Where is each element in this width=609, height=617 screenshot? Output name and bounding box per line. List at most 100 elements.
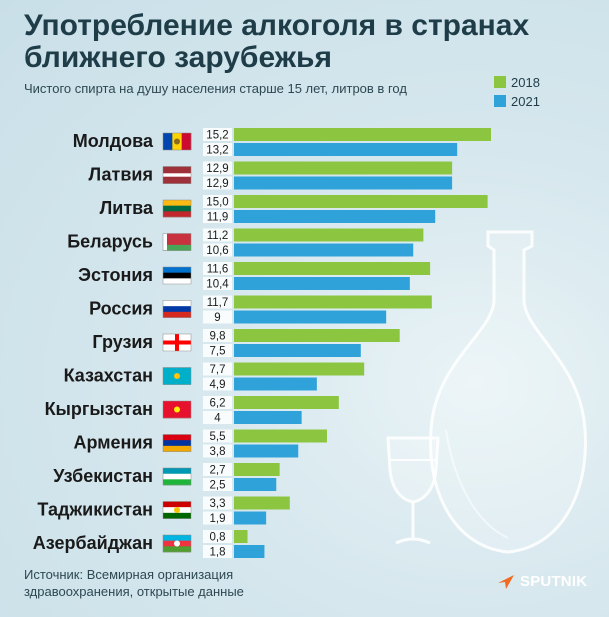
flag-stripe [163, 468, 191, 474]
value-label-2018: 12,9 [203, 161, 232, 175]
uzbekistan-flag-icon [162, 467, 192, 486]
value-label-text: 4 [214, 413, 221, 425]
value-label-text: 12,9 [206, 178, 228, 190]
flag-stripe [181, 133, 192, 150]
bar-2021 [234, 545, 265, 558]
category-label: Казахстан [64, 366, 153, 386]
armenia-flag-icon [162, 434, 192, 452]
flag-stripe [163, 445, 191, 452]
value-label-text: 11,9 [207, 212, 229, 224]
bar-2021 [234, 478, 277, 491]
value-label-2018: 7,7 [203, 362, 232, 376]
flag-stripe [163, 267, 191, 273]
value-label-bg [203, 329, 232, 342]
value-label-2018: 3,3 [203, 496, 232, 510]
flag-stripe [163, 306, 191, 313]
value-label-2021: 4 [203, 411, 232, 425]
flag-stripe [163, 166, 191, 171]
category-label: Литва [100, 198, 154, 218]
value-label-text: 3,8 [210, 446, 226, 458]
bar-2021 [234, 511, 267, 525]
value-label-bg [203, 511, 232, 525]
value-label-text: 15,0 [206, 197, 228, 209]
estonia-flag-icon [162, 266, 192, 285]
value-label-text: 2,5 [210, 480, 226, 492]
value-label-2018: 5,5 [203, 429, 232, 443]
value-label-2018: 15,0 [203, 195, 232, 209]
legend-item-2021: 2021 [494, 93, 540, 109]
flag-stripe [163, 440, 191, 447]
azerbaijan-flag-icon [162, 534, 192, 553]
bar-2018 [234, 262, 431, 275]
value-label-text: 10,6 [206, 245, 228, 257]
value-label-2021: 2,5 [203, 478, 232, 492]
value-label-bg [203, 128, 232, 141]
legend-swatch-2018 [494, 76, 506, 88]
flag-stripe [163, 473, 191, 480]
value-label-2021: 12,9 [203, 176, 232, 190]
value-label-bg [203, 545, 232, 558]
value-label-bg [203, 295, 232, 309]
value-label-text: 5,5 [210, 431, 226, 443]
flag-emblem [174, 406, 180, 413]
sputnik-logo: SPUTNIK [496, 571, 587, 591]
bar-2021 [234, 377, 317, 391]
tajikistan-flag-icon [162, 501, 192, 519]
legend-item-2018: 2018 [494, 74, 540, 90]
value-label-text: 3,3 [210, 498, 226, 510]
bar-2021 [234, 210, 436, 223]
flag-stripe [163, 512, 191, 519]
chart-title: Употребление алкоголя в странах ближнего… [24, 9, 530, 74]
flag-emblem [174, 507, 180, 513]
bar-2018 [234, 530, 248, 543]
flag-stripe [163, 169, 191, 174]
legend: 2018 2021 [494, 74, 540, 112]
bar-2018 [234, 463, 280, 476]
flag-stripe [163, 311, 191, 318]
flag-border [162, 300, 192, 318]
legend-swatch-2021 [494, 95, 506, 107]
flag-border [162, 266, 192, 285]
value-label-text: 15,2 [206, 130, 228, 142]
flag-stripe [163, 211, 191, 218]
value-label-bg [203, 530, 232, 543]
flag-stripe [163, 272, 191, 279]
flag-border [162, 400, 192, 419]
bar-2021 [234, 176, 453, 190]
flag-stripe [163, 180, 191, 184]
georgia-flag-icon [162, 333, 192, 352]
flag-border [162, 166, 192, 184]
value-label-2018: 11,6 [203, 262, 232, 276]
value-label-text: 9,8 [210, 331, 226, 343]
bar-2021 [234, 344, 361, 357]
value-label-text: 7,7 [210, 364, 226, 376]
bar-2018 [234, 128, 491, 141]
bar-2018 [234, 396, 339, 409]
sputnik-logo-text: SPUTNIK [520, 572, 588, 590]
value-label-2021: 1,8 [203, 545, 232, 559]
value-label-text: 6,2 [210, 398, 226, 410]
bar-2021 [234, 310, 387, 324]
russia-flag-icon [162, 300, 192, 318]
value-label-bg [203, 176, 232, 190]
category-label: Латвия [88, 165, 153, 185]
value-label-text: 12,9 [206, 163, 228, 175]
category-label: Узбекистан [53, 466, 153, 486]
value-label-2021: 13,2 [203, 143, 232, 157]
bar-2021 [234, 243, 414, 257]
bar-2018 [234, 228, 424, 242]
value-label-bg [203, 444, 232, 458]
value-label-bg [203, 496, 232, 510]
value-label-bg [203, 143, 232, 156]
flag-border [162, 333, 192, 352]
value-label-2018: 0,8 [203, 530, 232, 544]
flag-stripe [163, 434, 191, 441]
flag-border [162, 199, 192, 218]
value-label-text: 0,8 [210, 532, 226, 544]
value-label-bg [203, 411, 232, 424]
category-label: Россия [89, 299, 153, 319]
value-label-text: 11,6 [207, 264, 229, 276]
flag-stripe [163, 200, 191, 206]
bar-2021 [234, 411, 302, 424]
